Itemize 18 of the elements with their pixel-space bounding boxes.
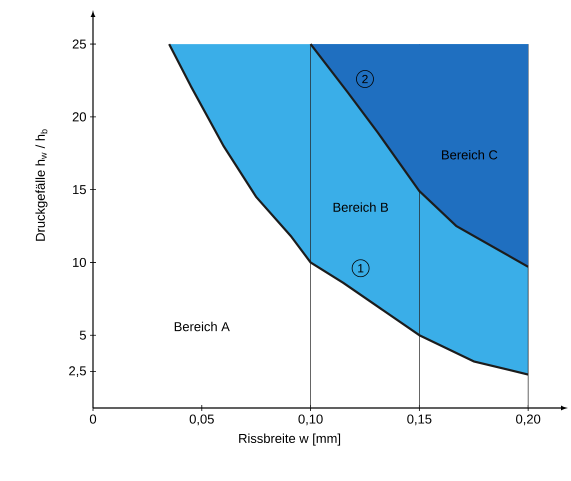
y-tick-label: 15 — [73, 185, 86, 194]
x-axis-title: Rissbreite w [mm] — [239, 434, 340, 446]
y-axis-title: Druckgefälle h$_{w}$ / h$_{b}$ — [35, 129, 48, 241]
x-tick-label: 0,05 — [190, 414, 214, 426]
y-tick-label: 5 — [80, 330, 86, 340]
annotation: Bereich A — [174, 322, 230, 332]
annotation: 2 — [362, 74, 368, 84]
y-tick-label: 25 — [72, 39, 86, 49]
x-tick-label: 0,10 — [298, 414, 323, 426]
x-tick-label: 0,15 — [407, 414, 432, 426]
x-tick-label: 0,20 — [516, 414, 540, 426]
annotation: 1 — [358, 264, 364, 272]
y-tick-label: 10 — [73, 258, 86, 268]
y-tick-label: 20 — [72, 112, 86, 122]
y-tick-label: 2,5 — [69, 366, 86, 377]
annotation: Bereich B — [334, 202, 388, 212]
annotation: Bereich C — [442, 150, 498, 160]
x-tick-label: 0 — [90, 414, 96, 424]
